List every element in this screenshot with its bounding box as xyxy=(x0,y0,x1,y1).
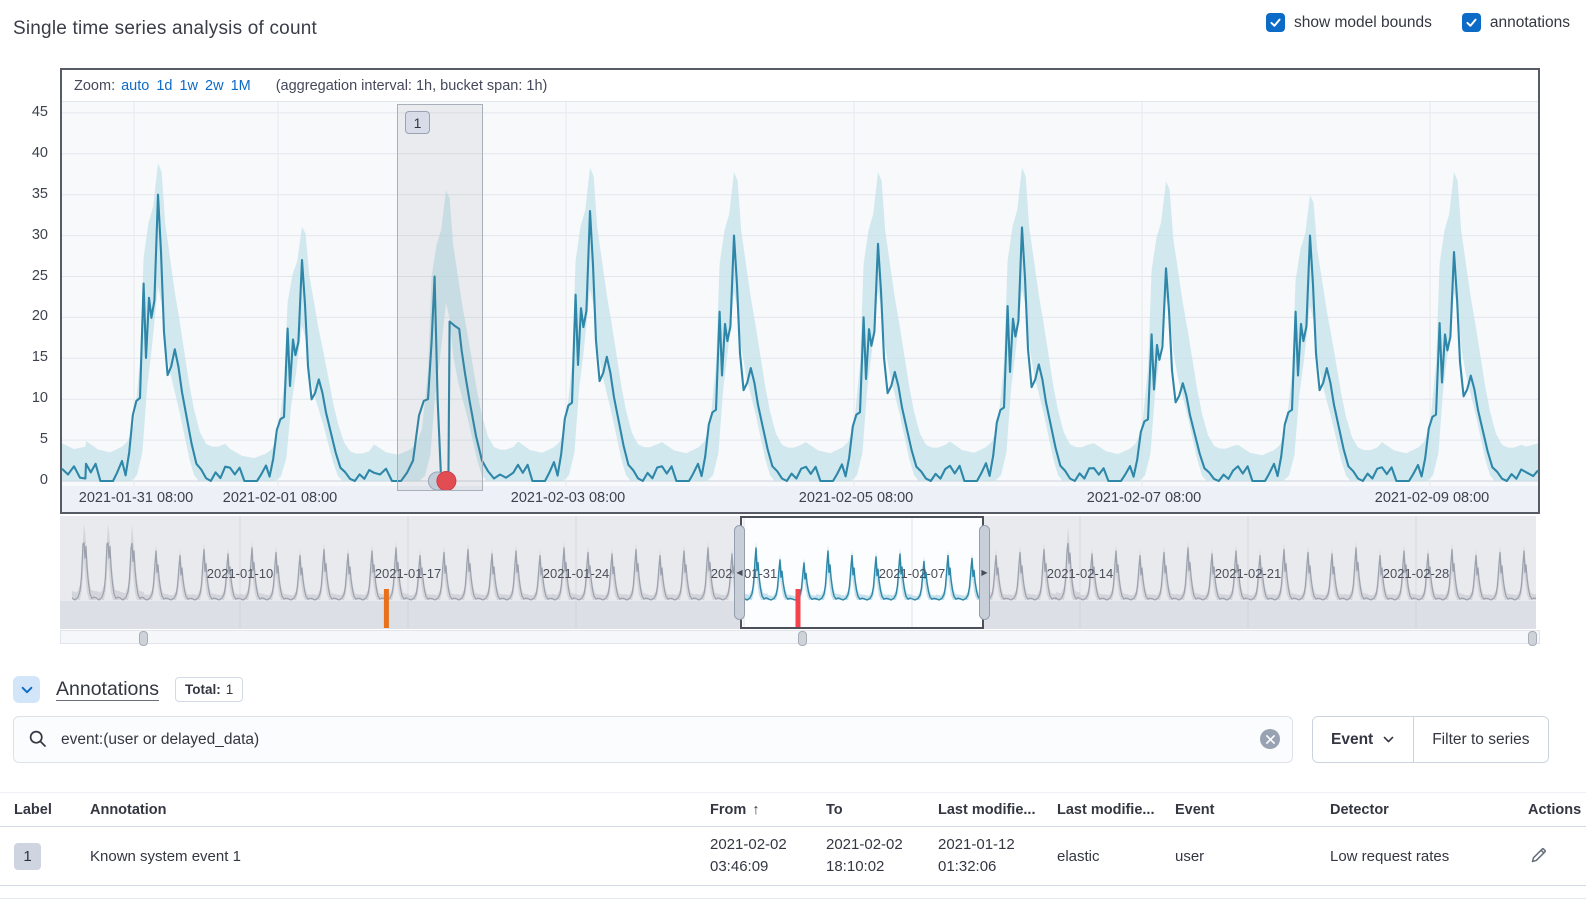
chevron-down-icon xyxy=(1383,736,1394,743)
row-event: user xyxy=(1175,847,1205,865)
zoom-link-2w[interactable]: 2w xyxy=(205,77,224,94)
brush-handle[interactable] xyxy=(139,631,148,646)
annotations-checkbox-label: annotations xyxy=(1489,13,1570,31)
x-axis-label: 2021-02-03 08:00 xyxy=(510,490,626,506)
event-filter-button[interactable]: Event xyxy=(1313,717,1414,762)
row-from: 2021-02-02 03:46:09 xyxy=(710,836,787,875)
brush-track[interactable] xyxy=(60,630,1540,646)
selection-handle-right[interactable]: ▶ xyxy=(979,525,990,620)
search-input[interactable] xyxy=(13,730,1293,749)
pencil-icon xyxy=(1531,848,1546,863)
zoom-label: Zoom: xyxy=(74,77,116,94)
svg-text:2021-02-14: 2021-02-14 xyxy=(1047,566,1114,581)
y-axis-label: 0 xyxy=(39,472,48,488)
show-model-bounds-label: show model bounds xyxy=(1293,13,1432,31)
row-label-badge: 1 xyxy=(14,842,41,870)
search-icon xyxy=(28,729,48,754)
selection-handle-left[interactable]: ◀ xyxy=(733,525,745,620)
total-value: 1 xyxy=(225,682,234,697)
x-axis-label: 2021-02-05 08:00 xyxy=(798,490,914,506)
page-title: Single time series analysis of count xyxy=(13,18,317,39)
x-axis-label: 2021-01-31 08:00 xyxy=(78,490,194,506)
svg-text:2021-01-10: 2021-01-10 xyxy=(207,566,274,581)
y-axis-label: 15 xyxy=(31,349,48,366)
col-from[interactable]: From ↑ xyxy=(710,801,760,818)
brush-handle[interactable] xyxy=(798,631,807,646)
sort-ascending-icon: ↑ xyxy=(752,801,760,818)
y-axis-label: 10 xyxy=(31,390,48,407)
focus-chart-svg xyxy=(61,102,1539,491)
filter-to-series-label: Filter to series xyxy=(1432,730,1530,748)
row-detector: Low request rates xyxy=(1330,847,1450,865)
filter-to-series-button[interactable]: Filter to series xyxy=(1413,717,1548,762)
collapse-chevron-icon[interactable] xyxy=(13,676,40,703)
brush-handle[interactable] xyxy=(1528,631,1537,646)
filter-button-group: Event Filter to series xyxy=(1312,716,1549,763)
total-label: Total: xyxy=(185,682,221,697)
annotations-heading[interactable]: Annotations xyxy=(56,678,159,700)
zoom-link-1d[interactable]: 1d xyxy=(156,77,173,94)
zoom-link-1w[interactable]: 1w xyxy=(179,77,199,94)
total-badge: Total: 1 xyxy=(175,677,244,702)
annotations-section-header: Annotations Total: 1 xyxy=(13,676,244,703)
search-box[interactable] xyxy=(13,716,1293,763)
zoom-links: auto 1d 1w 2w 1M xyxy=(121,78,258,94)
table-row[interactable]: 1 Known system event 1 2021-02-02 03:46:… xyxy=(0,827,1586,886)
col-detector[interactable]: Detector xyxy=(1330,801,1389,818)
col-label[interactable]: Label xyxy=(14,801,52,818)
svg-text:2021-01-17: 2021-01-17 xyxy=(375,566,442,581)
focus-chart-panel: Zoom: auto 1d 1w 2w 1M (aggregation interval… xyxy=(60,68,1540,514)
x-axis-label: 2021-02-07 08:00 xyxy=(1086,490,1202,506)
zoom-bar: Zoom: auto 1d 1w 2w 1M (aggregation interval… xyxy=(62,70,1538,102)
col-last-modified-by[interactable]: Last modifie... xyxy=(1057,801,1155,818)
y-axis-label: 45 xyxy=(31,103,48,120)
annotation-region[interactable]: 1 xyxy=(397,104,483,491)
annotations-table: Label Annotation From ↑ To Last modifie..… xyxy=(0,792,1586,886)
divider xyxy=(0,898,1586,899)
aggregation-info: (aggregation interval: 1h, bucket span: … xyxy=(275,77,548,94)
focus-chart[interactable]: 1 xyxy=(61,102,1539,491)
event-filter-label: Event xyxy=(1331,730,1374,748)
context-chart-svg: 2021-01-102021-01-172021-01-242021-01-31… xyxy=(60,516,1536,629)
svg-text:2021-02-28: 2021-02-28 xyxy=(1383,566,1450,581)
col-event[interactable]: Event xyxy=(1175,801,1215,818)
clear-search-icon[interactable] xyxy=(1260,729,1280,749)
col-last-modified-date[interactable]: Last modifie... xyxy=(938,801,1036,818)
chart-options: show model bounds annotations xyxy=(1265,13,1570,32)
col-to[interactable]: To xyxy=(826,801,843,818)
y-axis-label: 30 xyxy=(31,226,48,243)
y-axis-label: 35 xyxy=(31,185,48,202)
row-last-modified-by: elastic xyxy=(1057,847,1100,865)
svg-text:2021-02-21: 2021-02-21 xyxy=(1215,566,1282,581)
svg-text:2021-01-24: 2021-01-24 xyxy=(543,566,610,581)
x-axis-label: 2021-02-01 08:00 xyxy=(222,490,338,506)
annotations-checkbox[interactable]: annotations xyxy=(1461,13,1570,32)
x-axis: 2021-01-31 08:00 2021-02-01 08:00 2021-02-… xyxy=(62,486,1538,512)
y-axis-label: 20 xyxy=(31,308,48,325)
checkbox-checked-icon[interactable] xyxy=(1265,13,1285,32)
x-axis-label: 2021-02-09 08:00 xyxy=(1374,490,1490,506)
table-header-row: Label Annotation From ↑ To Last modifie..… xyxy=(0,792,1586,827)
zoom-link-1M[interactable]: 1M xyxy=(230,77,251,94)
row-last-modified-date: 2021-01-12 01:32:06 xyxy=(938,836,1015,875)
y-axis-label: 5 xyxy=(39,431,48,448)
zoom-link-auto[interactable]: auto xyxy=(121,77,150,94)
time-series-chart-area: 0 5 10 15 20 25 30 35 40 45 Zoom: auto 1d 1w 2w 1M (a… xyxy=(0,68,1586,648)
row-annotation: Known system event 1 xyxy=(90,847,241,865)
col-actions: Actions xyxy=(1528,801,1582,818)
annotation-label-badge[interactable]: 1 xyxy=(405,111,430,134)
svg-text:2021-02-07: 2021-02-07 xyxy=(879,566,946,581)
annotations-filter-bar: Event Filter to series xyxy=(13,716,1573,763)
y-axis-label: 25 xyxy=(31,267,48,284)
show-model-bounds-checkbox[interactable]: show model bounds xyxy=(1265,13,1432,32)
checkbox-checked-icon[interactable] xyxy=(1461,13,1481,32)
col-annotation[interactable]: Annotation xyxy=(90,801,167,818)
context-chart[interactable]: 2021-01-102021-01-172021-01-242021-01-31… xyxy=(60,516,1540,629)
y-axis-label: 40 xyxy=(31,144,48,161)
row-to: 2021-02-02 18:10:02 xyxy=(826,836,903,875)
edit-annotation-button[interactable] xyxy=(1528,843,1551,869)
